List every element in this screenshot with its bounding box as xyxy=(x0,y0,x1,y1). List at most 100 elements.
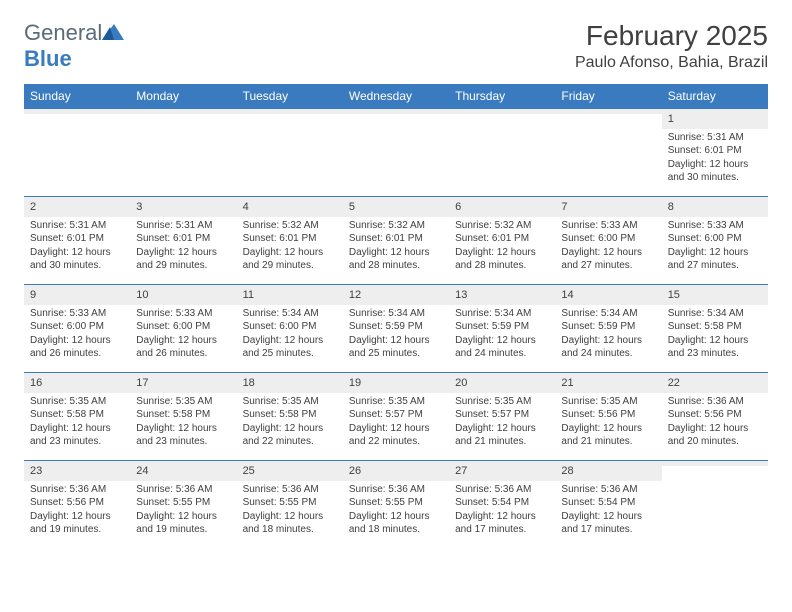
day-number: 17 xyxy=(130,373,236,393)
sunrise-text: Sunrise: 5:34 AM xyxy=(349,307,443,321)
calendar-cell: 4Sunrise: 5:32 AMSunset: 6:01 PMDaylight… xyxy=(237,196,343,284)
day-details: Sunrise: 5:34 AMSunset: 6:00 PMDaylight:… xyxy=(237,305,343,365)
day-details xyxy=(130,114,236,120)
day-number: 3 xyxy=(130,197,236,217)
calendar-cell: 1Sunrise: 5:31 AMSunset: 6:01 PMDaylight… xyxy=(662,108,768,196)
title-block: February 2025 Paulo Afonso, Bahia, Brazi… xyxy=(575,20,768,72)
sunset-text: Sunset: 6:01 PM xyxy=(349,232,443,246)
sunset-text: Sunset: 6:00 PM xyxy=(30,320,124,334)
daylight-text: Daylight: 12 hours and 22 minutes. xyxy=(243,422,337,449)
day-header: Tuesday xyxy=(237,84,343,108)
calendar-table: Sunday Monday Tuesday Wednesday Thursday… xyxy=(24,84,768,548)
sunrise-text: Sunrise: 5:34 AM xyxy=(243,307,337,321)
sunset-text: Sunset: 5:59 PM xyxy=(561,320,655,334)
day-details: Sunrise: 5:36 AMSunset: 5:55 PMDaylight:… xyxy=(237,481,343,541)
day-header-row: Sunday Monday Tuesday Wednesday Thursday… xyxy=(24,84,768,108)
day-number: 5 xyxy=(343,197,449,217)
day-number: 26 xyxy=(343,461,449,481)
daylight-text: Daylight: 12 hours and 28 minutes. xyxy=(349,246,443,273)
day-details: Sunrise: 5:34 AMSunset: 5:59 PMDaylight:… xyxy=(449,305,555,365)
calendar-cell: 21Sunrise: 5:35 AMSunset: 5:56 PMDayligh… xyxy=(555,372,661,460)
day-details: Sunrise: 5:36 AMSunset: 5:54 PMDaylight:… xyxy=(449,481,555,541)
daylight-text: Daylight: 12 hours and 21 minutes. xyxy=(561,422,655,449)
day-header: Sunday xyxy=(24,84,130,108)
daylight-text: Daylight: 12 hours and 23 minutes. xyxy=(136,422,230,449)
sunrise-text: Sunrise: 5:34 AM xyxy=(561,307,655,321)
calendar-cell: 7Sunrise: 5:33 AMSunset: 6:00 PMDaylight… xyxy=(555,196,661,284)
sunrise-text: Sunrise: 5:36 AM xyxy=(561,483,655,497)
daylight-text: Daylight: 12 hours and 19 minutes. xyxy=(136,510,230,537)
day-details: Sunrise: 5:35 AMSunset: 5:58 PMDaylight:… xyxy=(24,393,130,453)
calendar-cell: 8Sunrise: 5:33 AMSunset: 6:00 PMDaylight… xyxy=(662,196,768,284)
day-number: 1 xyxy=(662,109,768,129)
daylight-text: Daylight: 12 hours and 22 minutes. xyxy=(349,422,443,449)
sunrise-text: Sunrise: 5:35 AM xyxy=(455,395,549,409)
sunrise-text: Sunrise: 5:35 AM xyxy=(349,395,443,409)
day-number: 27 xyxy=(449,461,555,481)
sunset-text: Sunset: 5:58 PM xyxy=(30,408,124,422)
calendar-cell: 11Sunrise: 5:34 AMSunset: 6:00 PMDayligh… xyxy=(237,284,343,372)
day-number: 11 xyxy=(237,285,343,305)
sunset-text: Sunset: 6:01 PM xyxy=(668,144,762,158)
sunrise-text: Sunrise: 5:36 AM xyxy=(243,483,337,497)
day-details: Sunrise: 5:34 AMSunset: 5:59 PMDaylight:… xyxy=(555,305,661,365)
sunset-text: Sunset: 5:58 PM xyxy=(136,408,230,422)
calendar-row: 23Sunrise: 5:36 AMSunset: 5:56 PMDayligh… xyxy=(24,460,768,548)
daylight-text: Daylight: 12 hours and 25 minutes. xyxy=(349,334,443,361)
calendar-cell: 28Sunrise: 5:36 AMSunset: 5:54 PMDayligh… xyxy=(555,460,661,548)
calendar-cell: 16Sunrise: 5:35 AMSunset: 5:58 PMDayligh… xyxy=(24,372,130,460)
day-details: Sunrise: 5:36 AMSunset: 5:54 PMDaylight:… xyxy=(555,481,661,541)
calendar-row: 16Sunrise: 5:35 AMSunset: 5:58 PMDayligh… xyxy=(24,372,768,460)
month-title: February 2025 xyxy=(575,20,768,52)
calendar-cell: 18Sunrise: 5:35 AMSunset: 5:58 PMDayligh… xyxy=(237,372,343,460)
day-number: 8 xyxy=(662,197,768,217)
sunset-text: Sunset: 5:54 PM xyxy=(455,496,549,510)
sunrise-text: Sunrise: 5:31 AM xyxy=(30,219,124,233)
daylight-text: Daylight: 12 hours and 29 minutes. xyxy=(136,246,230,273)
day-details: Sunrise: 5:32 AMSunset: 6:01 PMDaylight:… xyxy=(343,217,449,277)
day-header: Thursday xyxy=(449,84,555,108)
logo-text-blue: Blue xyxy=(24,46,72,71)
sunset-text: Sunset: 5:54 PM xyxy=(561,496,655,510)
calendar-cell: 23Sunrise: 5:36 AMSunset: 5:56 PMDayligh… xyxy=(24,460,130,548)
day-details: Sunrise: 5:36 AMSunset: 5:55 PMDaylight:… xyxy=(130,481,236,541)
sunrise-text: Sunrise: 5:35 AM xyxy=(243,395,337,409)
day-number: 7 xyxy=(555,197,661,217)
sunrise-text: Sunrise: 5:35 AM xyxy=(30,395,124,409)
calendar-cell: 9Sunrise: 5:33 AMSunset: 6:00 PMDaylight… xyxy=(24,284,130,372)
sunset-text: Sunset: 6:01 PM xyxy=(136,232,230,246)
day-number: 22 xyxy=(662,373,768,393)
calendar-cell: 26Sunrise: 5:36 AMSunset: 5:55 PMDayligh… xyxy=(343,460,449,548)
calendar-cell: 27Sunrise: 5:36 AMSunset: 5:54 PMDayligh… xyxy=(449,460,555,548)
sunrise-text: Sunrise: 5:32 AM xyxy=(455,219,549,233)
sunrise-text: Sunrise: 5:33 AM xyxy=(561,219,655,233)
sunrise-text: Sunrise: 5:36 AM xyxy=(349,483,443,497)
calendar-cell: 25Sunrise: 5:36 AMSunset: 5:55 PMDayligh… xyxy=(237,460,343,548)
daylight-text: Daylight: 12 hours and 26 minutes. xyxy=(30,334,124,361)
calendar-cell xyxy=(130,108,236,196)
day-details: Sunrise: 5:33 AMSunset: 6:00 PMDaylight:… xyxy=(24,305,130,365)
day-details: Sunrise: 5:34 AMSunset: 5:58 PMDaylight:… xyxy=(662,305,768,365)
day-number: 6 xyxy=(449,197,555,217)
sunset-text: Sunset: 6:01 PM xyxy=(30,232,124,246)
calendar-cell: 14Sunrise: 5:34 AMSunset: 5:59 PMDayligh… xyxy=(555,284,661,372)
daylight-text: Daylight: 12 hours and 19 minutes. xyxy=(30,510,124,537)
daylight-text: Daylight: 12 hours and 17 minutes. xyxy=(455,510,549,537)
location-text: Paulo Afonso, Bahia, Brazil xyxy=(575,54,768,72)
daylight-text: Daylight: 12 hours and 21 minutes. xyxy=(455,422,549,449)
sunset-text: Sunset: 5:56 PM xyxy=(668,408,762,422)
day-number: 21 xyxy=(555,373,661,393)
daylight-text: Daylight: 12 hours and 28 minutes. xyxy=(455,246,549,273)
day-details: Sunrise: 5:35 AMSunset: 5:56 PMDaylight:… xyxy=(555,393,661,453)
sunset-text: Sunset: 5:55 PM xyxy=(243,496,337,510)
daylight-text: Daylight: 12 hours and 29 minutes. xyxy=(243,246,337,273)
day-details: Sunrise: 5:36 AMSunset: 5:56 PMDaylight:… xyxy=(662,393,768,453)
calendar-cell: 10Sunrise: 5:33 AMSunset: 6:00 PMDayligh… xyxy=(130,284,236,372)
sunrise-text: Sunrise: 5:36 AM xyxy=(455,483,549,497)
sunset-text: Sunset: 5:58 PM xyxy=(243,408,337,422)
calendar-cell: 22Sunrise: 5:36 AMSunset: 5:56 PMDayligh… xyxy=(662,372,768,460)
daylight-text: Daylight: 12 hours and 20 minutes. xyxy=(668,422,762,449)
sunrise-text: Sunrise: 5:31 AM xyxy=(136,219,230,233)
daylight-text: Daylight: 12 hours and 26 minutes. xyxy=(136,334,230,361)
calendar-row: 1Sunrise: 5:31 AMSunset: 6:01 PMDaylight… xyxy=(24,108,768,196)
